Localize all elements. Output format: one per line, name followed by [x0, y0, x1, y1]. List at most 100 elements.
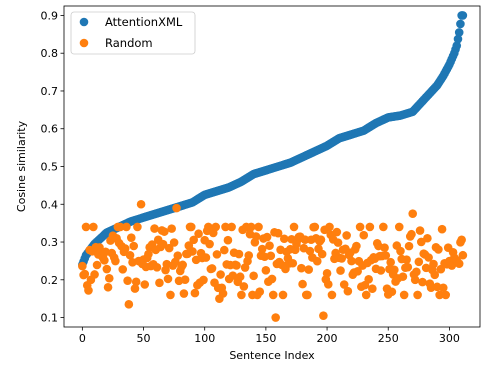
- random-point: [90, 270, 99, 279]
- y-tick-label: 0.6: [41, 123, 59, 136]
- legend-box: [70, 11, 196, 55]
- random-point: [361, 290, 371, 300]
- random-point: [152, 263, 162, 272]
- random-point: [413, 290, 422, 300]
- random-point: [237, 290, 246, 300]
- y-tick-label: 0.2: [41, 274, 59, 287]
- attentionxml-point: [456, 19, 465, 29]
- random-point: [212, 250, 222, 259]
- random-point: [434, 245, 443, 254]
- random-point: [163, 274, 173, 284]
- x-tick-label: 50: [137, 332, 151, 345]
- random-point: [265, 241, 274, 250]
- random-point: [458, 250, 468, 260]
- random-point: [424, 253, 433, 262]
- y-tick-label: 0.9: [41, 9, 59, 22]
- random-point: [332, 227, 342, 237]
- random-point: [407, 229, 416, 239]
- random-point: [305, 246, 315, 256]
- random-point: [254, 222, 263, 232]
- random-point: [337, 254, 347, 263]
- random-point: [207, 264, 217, 273]
- plot-area: [78, 11, 468, 322]
- random-point: [102, 264, 112, 274]
- random-point: [339, 280, 349, 289]
- random-point: [278, 290, 288, 300]
- random-point: [178, 260, 187, 270]
- random-point: [84, 286, 93, 295]
- random-point: [92, 260, 102, 270]
- random-point: [80, 269, 90, 279]
- random-point: [327, 290, 337, 300]
- random-point: [164, 243, 174, 253]
- legend: AttentionXML Random: [70, 11, 196, 55]
- random-point: [304, 265, 314, 274]
- random-point: [437, 224, 447, 234]
- random-point: [111, 256, 120, 266]
- random-point: [188, 247, 197, 256]
- random-point: [246, 222, 256, 232]
- random-point: [122, 222, 131, 232]
- random-point: [173, 251, 183, 260]
- random-point: [423, 233, 432, 243]
- random-point: [172, 203, 181, 213]
- random-point: [211, 222, 221, 232]
- random-point: [325, 222, 334, 232]
- random-point: [438, 283, 448, 293]
- random-point: [100, 256, 109, 265]
- y-axis-label: Cosine similarity: [15, 120, 28, 212]
- random-point: [266, 251, 276, 261]
- random-point: [89, 222, 98, 232]
- y-tick-label: 0.7: [41, 85, 59, 98]
- y-tick-label: 0.3: [41, 236, 59, 249]
- random-point: [190, 288, 200, 298]
- random-point: [368, 284, 377, 294]
- x-tick-label: 200: [317, 332, 338, 345]
- random-point: [118, 265, 128, 274]
- random-point: [123, 276, 132, 285]
- random-point: [336, 266, 345, 275]
- random-point: [412, 267, 421, 277]
- random-point: [227, 222, 236, 232]
- attentionxml-point: [458, 11, 468, 20]
- random-point: [219, 245, 229, 255]
- random-point: [365, 222, 375, 232]
- random-point: [257, 244, 267, 254]
- random-point: [379, 222, 388, 232]
- random-point: [144, 249, 153, 259]
- random-point: [355, 222, 365, 232]
- y-tick-label: 0.5: [41, 161, 59, 174]
- random-point: [312, 256, 322, 266]
- legend-marker-random: [79, 38, 89, 48]
- random-point: [244, 251, 254, 260]
- y-tick-label: 0.8: [41, 47, 59, 60]
- random-point: [347, 256, 356, 266]
- legend-label-attentionxml: AttentionXML: [105, 15, 183, 29]
- random-point: [410, 275, 420, 285]
- random-point: [297, 263, 306, 273]
- random-point: [319, 311, 328, 320]
- random-point: [140, 280, 150, 289]
- random-point: [218, 289, 228, 298]
- random-point: [380, 243, 389, 253]
- random-point: [221, 222, 230, 232]
- random-point: [386, 257, 395, 267]
- random-point: [415, 226, 425, 235]
- random-point: [353, 267, 362, 276]
- axis-ticks: 0 50 100 150 200 250 300 0.1 0.2 0.3 0.4 0.5 0.6 0.7 0…: [41, 5, 481, 345]
- random-point: [251, 232, 261, 241]
- random-point: [262, 232, 272, 242]
- random-point: [271, 313, 280, 322]
- y-tick-label: 0.1: [41, 312, 59, 325]
- random-point: [205, 239, 214, 249]
- random-point: [430, 270, 440, 280]
- random-point: [131, 277, 141, 287]
- random-point: [390, 265, 399, 275]
- attentionxml-point: [454, 28, 464, 37]
- random-point: [402, 255, 411, 264]
- legend-label-random: Random: [105, 36, 153, 50]
- random-point: [216, 270, 225, 279]
- random-point: [352, 241, 361, 251]
- random-point: [381, 251, 391, 260]
